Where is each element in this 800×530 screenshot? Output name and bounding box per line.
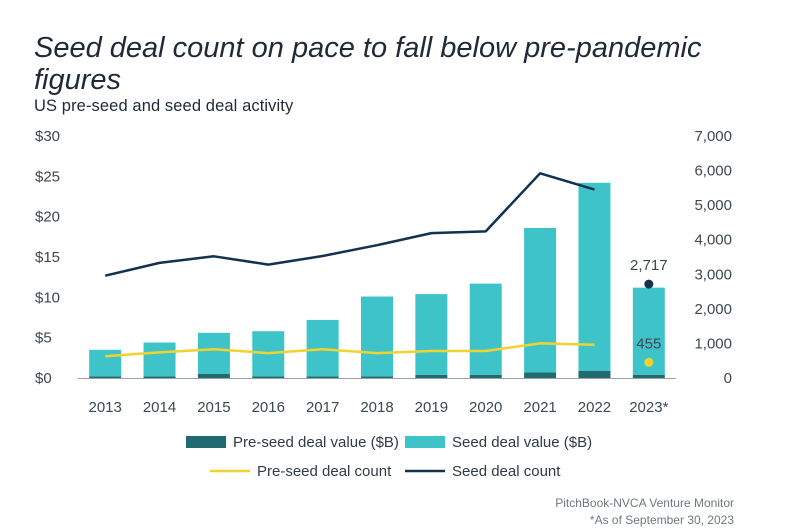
x-axis-tick-label: 2019 [415,399,448,416]
seed-count-point [644,279,654,289]
x-axis-tick-label: 2018 [360,399,393,416]
right-axis-tick-label: 3,000 [694,266,732,283]
right-axis-tick-label: 5,000 [694,197,732,214]
seed-value-bar [197,332,230,374]
left-axis-tick-label: $15 [35,249,60,266]
left-axis-tick-label: $20 [35,209,60,226]
right-axis-tick-label: 4,000 [694,232,732,249]
seed-value-bar [578,182,611,371]
pre-seed-count-data-label: 455 [636,335,661,352]
pre-seed-value-bar [252,376,285,378]
right-axis-tick-label: 7,000 [694,128,732,145]
pre-seed-value-bar [415,374,448,378]
x-axis-tick-label: 2022 [578,399,611,416]
pre-seed-value-bar [143,376,176,378]
x-axis-tick-label: 2021 [523,399,556,416]
pre-seed-value-bar [524,372,557,378]
chart-subtitle: US pre-seed and seed deal activity [34,97,294,115]
legend-label: Pre-seed deal count [257,463,392,480]
pre-seed-count-line [105,342,595,358]
right-axis-tick-label: 0 [724,370,732,387]
seed-value-bar [89,349,122,377]
x-axis-tick-label: 2016 [252,399,285,416]
legend-label: Pre-seed deal value ($B) [233,434,399,451]
x-axis-tick-label: 2014 [143,399,176,416]
seed-value-bar [361,296,393,377]
seed-value-bar [469,283,502,375]
x-axis-tick-label: 2015 [197,399,230,416]
left-axis-tick-label: $0 [35,370,52,387]
pre-seed-value-bar [469,374,502,378]
legend-label: Seed deal count [452,463,561,480]
legend-pre-seed-value-swatch [186,436,226,448]
legend-label: Seed deal value ($B) [452,434,592,451]
seed-value-bar [415,294,448,375]
x-axis-tick-label: 2017 [306,399,339,416]
pre-seed-value-bar [89,376,122,378]
right-axis-tick-label: 1,000 [694,335,732,352]
seed-value-bar [524,227,557,373]
left-axis-tick-label: $10 [35,289,60,306]
pre-seed-value-bar [306,376,339,378]
chart-title: Seed deal count on pace to fall below pr… [34,32,702,96]
x-axis-tick-label: 2020 [469,399,502,416]
pre-seed-value-bar [197,373,230,378]
seed-count-line [104,172,595,277]
seed-count-data-label: 2,717 [630,257,668,274]
footnote-text: *As of September 30, 2023 [589,513,734,527]
left-axis-tick-label: $5 [35,330,52,347]
source-text: PitchBook-NVCA Venture Monitor [555,496,734,510]
right-axis-tick-label: 2,000 [694,301,732,318]
pre-seed-count-point [644,357,654,367]
pre-seed-value-bar [361,376,393,378]
x-axis-tick-label: 2023* [629,399,668,416]
seed-value-bar [143,342,176,377]
pre-seed-value-bar [632,374,665,378]
pre-seed-value-bar [578,370,611,378]
legend-seed-value-swatch [405,436,445,448]
x-axis-tick-label: 2013 [88,399,121,416]
right-axis-tick-label: 6,000 [694,163,732,180]
left-axis-tick-label: $25 [35,168,60,185]
left-axis-tick-label: $30 [35,128,60,145]
